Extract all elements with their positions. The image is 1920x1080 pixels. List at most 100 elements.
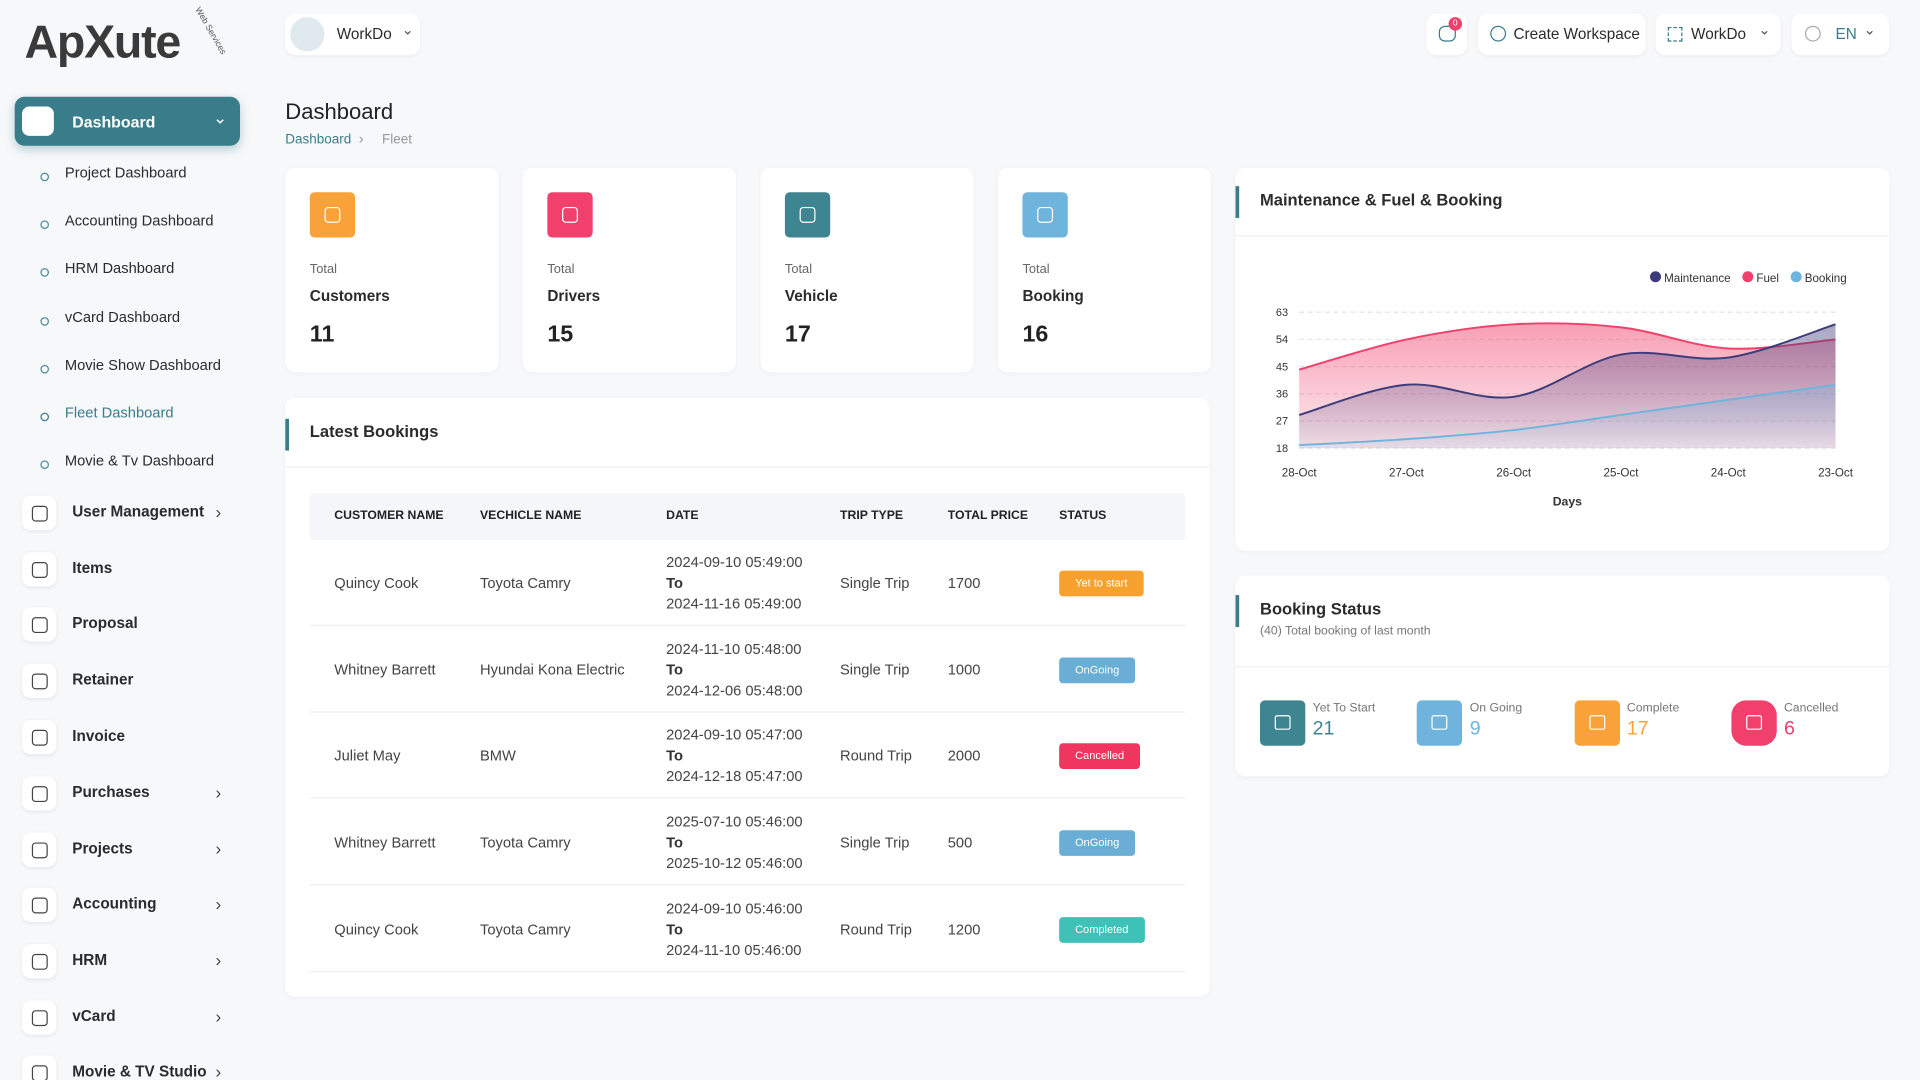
nav-dashboard[interactable]: Dashboard ⌄	[14, 96, 240, 146]
cell: Quincy Cook	[334, 920, 419, 938]
status-badge: Completed	[1059, 916, 1145, 943]
row-divider	[309, 884, 1186, 886]
divider	[285, 466, 1210, 468]
column-header: TOTAL PRICE	[947, 509, 1029, 523]
row-divider	[309, 711, 1186, 713]
column-header: TRIP TYPE	[840, 509, 904, 523]
card-title: Booking Status	[1260, 600, 1382, 619]
nav-icon	[22, 1000, 57, 1035]
status-icon	[1260, 700, 1306, 746]
nav-sub-link[interactable]: HRM Dashboard	[64, 260, 175, 278]
cell: Single Trip	[840, 833, 910, 852]
nav-link[interactable]: Projects	[72, 840, 133, 858]
nav-sub-link[interactable]: Fleet Dashboard	[64, 404, 174, 422]
cell: Single Trip	[840, 660, 910, 678]
x-axis-label: Days	[1553, 495, 1582, 509]
row-divider	[309, 624, 1186, 626]
stat-value: 15	[547, 322, 574, 348]
nav-sub-link[interactable]: Movie & Tv Dashboard	[64, 452, 215, 470]
nav-link[interactable]: Accounting	[72, 895, 157, 913]
nav-icon-glyph	[31, 562, 48, 578]
stat-card: Total Drivers 15	[522, 167, 736, 373]
cell: 2024-11-10 05:48:00	[666, 640, 802, 658]
cell: 2024-09-10 05:49:00	[666, 553, 803, 571]
row-divider	[309, 970, 1186, 972]
cell: 2025-10-12 05:46:00	[666, 854, 803, 872]
workspace-select[interactable]: WorkDo ⌄	[285, 13, 420, 56]
nav-icon-glyph	[31, 953, 48, 970]
breadcrumb-link[interactable]: Dashboard	[285, 132, 352, 147]
nav-link[interactable]: HRM	[72, 951, 108, 969]
x-tick-label: 28-Oct	[1282, 466, 1318, 479]
nav-arrow: ›	[215, 1006, 222, 1027]
cell: To	[666, 574, 683, 592]
status-value: 6	[1783, 718, 1795, 740]
nav-link[interactable]: Proposal	[72, 614, 138, 632]
nav-link[interactable]: Items	[72, 559, 113, 577]
nav-link[interactable]: User Management	[72, 503, 205, 521]
nav-icon	[22, 607, 57, 642]
row-divider	[309, 797, 1186, 799]
cell: Toyota Camry	[480, 574, 571, 592]
nav-link[interactable]: Retainer	[72, 671, 134, 689]
nav-dot	[40, 316, 49, 326]
nav-icon-glyph	[31, 505, 48, 522]
stat-icon-glyph	[1037, 206, 1054, 223]
nav-link[interactable]: Invoice	[72, 727, 125, 745]
stat-icon-glyph	[562, 206, 578, 223]
stat-label: Drivers	[547, 287, 601, 305]
page-title: Dashboard	[285, 99, 394, 124]
nav-sub-link[interactable]: Accounting Dashboard	[64, 212, 214, 230]
stat-value: 16	[1022, 322, 1049, 348]
card-title: Maintenance & Fuel & Booking	[1260, 191, 1503, 210]
language-select[interactable]: EN ⌄	[1791, 13, 1890, 56]
chevron: ⌄	[1758, 20, 1771, 38]
notifications[interactable]: 0	[1426, 13, 1467, 56]
nav-icon-glyph	[31, 1010, 48, 1027]
nav-sub-link[interactable]: vCard Dashboard	[64, 308, 181, 326]
legend-marker	[1742, 271, 1754, 283]
create-workspace[interactable]: Create Workspace	[1477, 13, 1646, 56]
nav-arrow: ›	[215, 782, 222, 803]
cell: Whitney Barrett	[334, 660, 436, 678]
status-badge: OnGoing	[1059, 830, 1136, 857]
card-accent	[1235, 186, 1240, 218]
status-badge: Cancelled	[1059, 743, 1141, 770]
nav-icon-glyph	[31, 842, 48, 859]
nav-link[interactable]: vCard	[72, 1007, 116, 1025]
nav-sub-link[interactable]: Project Dashboard	[64, 164, 187, 182]
cell: Round Trip	[840, 747, 912, 765]
series-line	[1298, 323, 1836, 416]
y-tick-label: 63	[1276, 307, 1288, 319]
legend-marker	[1650, 271, 1662, 283]
breadcrumb-sep: ›	[358, 129, 364, 147]
stat-card: Total Customers 11	[285, 167, 499, 373]
workspace-menu[interactable]: WorkDo ⌄	[1655, 13, 1781, 56]
stat-value: 11	[309, 322, 335, 348]
workspace-menu-label: WorkDo	[1691, 25, 1747, 43]
nav-icon-glyph	[31, 729, 48, 746]
stat-caption: Total	[784, 262, 813, 277]
status-icon-glyph	[1588, 715, 1605, 730]
series-line	[1299, 383, 1836, 447]
stat-icon	[1022, 192, 1068, 238]
nav-icon-glyph	[31, 617, 48, 634]
chart: 18 27 36 45 54 63 28-Oct 27-Oct 26-Oct 25-Oct 24-O…	[1276, 271, 1854, 509]
nav-sub-link[interactable]: Movie Show Dashboard	[64, 356, 221, 374]
y-tick-label: 54	[1276, 334, 1288, 346]
nav-arrow: ›	[215, 1061, 222, 1080]
status-icon-glyph	[1431, 715, 1448, 730]
status-icon	[1574, 700, 1620, 746]
nav-link[interactable]: Movie & TV Studio	[72, 1062, 207, 1080]
cell: Juliet May	[334, 747, 401, 765]
stat-caption: Total	[1022, 262, 1050, 277]
nav-icon-glyph	[31, 786, 48, 803]
nav-arrow: ›	[215, 893, 222, 914]
card-accent	[1235, 595, 1240, 627]
nav-icon	[22, 1055, 57, 1080]
cell: 2024-12-18 05:47:00	[666, 768, 803, 786]
nav-link[interactable]: Purchases	[72, 783, 150, 801]
x-tick-label: 23-Oct	[1818, 466, 1854, 479]
column-header: VECHICLE NAME	[480, 509, 582, 523]
